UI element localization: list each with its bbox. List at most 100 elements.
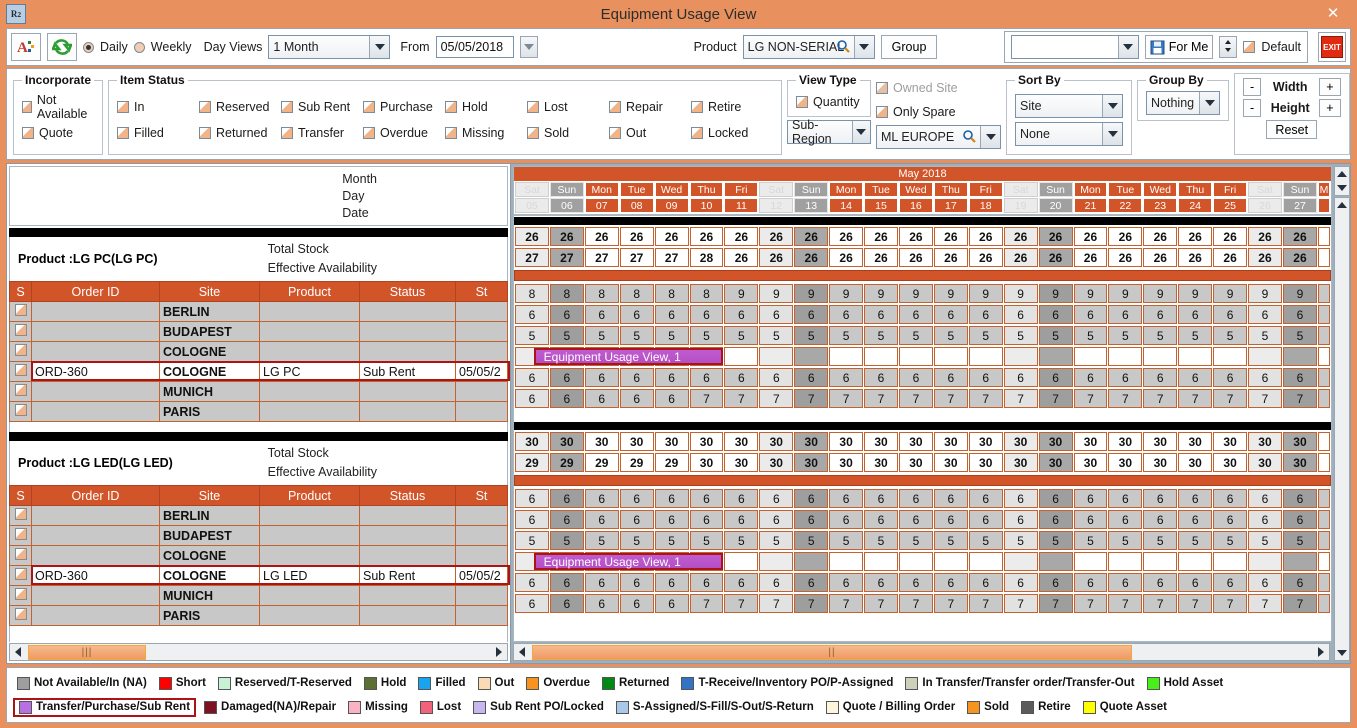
cal-cell[interactable]: 26: [1073, 227, 1108, 246]
col-s-2[interactable]: S: [9, 485, 32, 506]
table-row[interactable]: PARIS: [9, 401, 508, 422]
cal-cell[interactable]: 7: [759, 389, 794, 408]
cal-cell[interactable]: 6: [864, 573, 898, 592]
cal-cell[interactable]: 26: [1108, 248, 1143, 267]
checkbox-item-hold[interactable]: Hold: [445, 100, 527, 114]
cal-cell[interactable]: 5: [1003, 531, 1038, 550]
cal-date[interactable]: 26: [1248, 198, 1282, 213]
cal-cell[interactable]: 9: [1143, 284, 1178, 303]
cal-cell[interactable]: 30: [1143, 453, 1178, 472]
checkbox-icon[interactable]: [14, 528, 27, 540]
cal-cell[interactable]: 30: [1073, 453, 1108, 472]
table-row[interactable]: BERLIN: [9, 301, 508, 322]
cal-cell[interactable]: 5: [1143, 531, 1178, 550]
sort-primary-chevron-down-icon[interactable]: [1102, 94, 1123, 117]
cal-cell[interactable]: 9: [794, 284, 829, 303]
checkbox-icon[interactable]: [14, 404, 27, 416]
cal-cell[interactable]: 6: [1178, 510, 1213, 529]
cal-cell[interactable]: [724, 347, 759, 366]
checkbox-box-returned[interactable]: [199, 126, 212, 139]
cal-cell[interactable]: 5: [759, 326, 794, 345]
cal-cell[interactable]: 30: [1282, 453, 1317, 472]
cal-cell[interactable]: 30: [829, 432, 864, 451]
cal-cell[interactable]: 30: [759, 453, 794, 472]
cal-cell[interactable]: 28: [689, 248, 724, 267]
cal-cell[interactable]: 6: [619, 489, 654, 508]
cal-cell[interactable]: 5: [1178, 531, 1213, 550]
cal-cell[interactable]: 30: [1108, 432, 1143, 451]
left-scroll-thumb[interactable]: |||: [28, 644, 146, 660]
row-select-box[interactable]: [9, 545, 32, 566]
row-select-box[interactable]: [9, 341, 32, 362]
cal-cell[interactable]: 6: [1073, 368, 1108, 387]
cal-cell[interactable]: 5: [759, 531, 794, 550]
legend-item[interactable]: Missing: [344, 700, 412, 715]
cal-cell[interactable]: [1282, 552, 1317, 571]
cal-cell[interactable]: 5: [1248, 326, 1282, 345]
cal-cell[interactable]: 30: [794, 453, 829, 472]
cal-cell[interactable]: 26: [1073, 248, 1108, 267]
cal-cell[interactable]: 6: [933, 510, 968, 529]
cal-cell[interactable]: 7: [1213, 594, 1248, 613]
checkbox-icon[interactable]: [14, 304, 27, 316]
cal-cell[interactable]: 6: [1108, 489, 1143, 508]
cal-cell[interactable]: 6: [1003, 489, 1038, 508]
cal-cell[interactable]: 8: [619, 284, 654, 303]
cal-cell[interactable]: 6: [898, 489, 933, 508]
cal-cell[interactable]: 6: [515, 594, 549, 613]
cal-cell[interactable]: [1318, 573, 1330, 592]
cal-cell[interactable]: 5: [515, 326, 549, 345]
cal-cell[interactable]: 6: [1282, 489, 1317, 508]
cal-cell[interactable]: [1038, 552, 1073, 571]
cal-cell[interactable]: [1003, 552, 1038, 571]
cal-cell[interactable]: [1178, 347, 1213, 366]
region-name-select[interactable]: ML EUROPE: [876, 125, 1002, 149]
cal-date[interactable]: 14: [829, 198, 864, 213]
cal-cell[interactable]: 26: [759, 227, 794, 246]
daily-radio[interactable]: [83, 41, 94, 53]
cal-cell[interactable]: 26: [549, 227, 584, 246]
cal-date[interactable]: 05: [515, 198, 549, 213]
cal-cell[interactable]: 30: [724, 453, 759, 472]
body-scroll-down-arrow-icon[interactable]: [1335, 646, 1349, 660]
cal-cell[interactable]: 5: [619, 531, 654, 550]
legend-item[interactable]: Quote / Billing Order: [822, 700, 959, 715]
cal-cell[interactable]: 6: [1248, 489, 1282, 508]
cal-cell[interactable]: 5: [515, 531, 549, 550]
row-select-box[interactable]: [9, 565, 32, 586]
sort-by-primary-select[interactable]: Site: [1015, 93, 1124, 118]
table-row[interactable]: MUNICH: [9, 381, 508, 402]
cal-cell[interactable]: 6: [1108, 510, 1143, 529]
checkbox-item-transfer[interactable]: Transfer: [281, 126, 363, 140]
region-name-chevron-down-icon[interactable]: [980, 126, 1001, 148]
cal-cell[interactable]: 9: [1108, 284, 1143, 303]
cal-cell[interactable]: [1318, 347, 1330, 366]
cal-cell[interactable]: 7: [794, 594, 829, 613]
col-s-1[interactable]: S: [9, 281, 32, 302]
checkbox-item-purchase[interactable]: Purchase: [363, 100, 445, 114]
for-me-button[interactable]: For Me: [1144, 35, 1214, 59]
cal-cell[interactable]: 6: [584, 305, 619, 324]
scroll-left-arrow-icon[interactable]: [10, 644, 26, 660]
cal-cell[interactable]: [1318, 368, 1330, 387]
cal-cell[interactable]: 30: [898, 453, 933, 472]
cal-cell[interactable]: 9: [1282, 284, 1317, 303]
legend-item[interactable]: S-Assigned/S-Fill/S-Out/S-Return: [612, 700, 818, 715]
cal-cell[interactable]: 6: [1108, 368, 1143, 387]
cal-cell[interactable]: 5: [933, 531, 968, 550]
cal-cell[interactable]: 6: [689, 489, 724, 508]
cal-cell[interactable]: 6: [759, 510, 794, 529]
sub-region-select[interactable]: Sub-Region: [787, 118, 872, 146]
cal-cell[interactable]: [1318, 489, 1330, 508]
row-select-box[interactable]: [9, 321, 32, 342]
cal-cell[interactable]: 30: [933, 432, 968, 451]
cal-cell[interactable]: 6: [584, 489, 619, 508]
checkbox-item-sold[interactable]: Sold: [527, 126, 609, 140]
col-site-1[interactable]: Site: [159, 281, 260, 302]
cal-cell[interactable]: 6: [654, 489, 689, 508]
cal-cell[interactable]: 26: [968, 227, 1003, 246]
checkbox-box-lost[interactable]: [527, 100, 540, 113]
cal-cell[interactable]: 30: [724, 432, 759, 451]
cal-cell[interactable]: 6: [759, 573, 794, 592]
cal-cell[interactable]: [933, 552, 968, 571]
